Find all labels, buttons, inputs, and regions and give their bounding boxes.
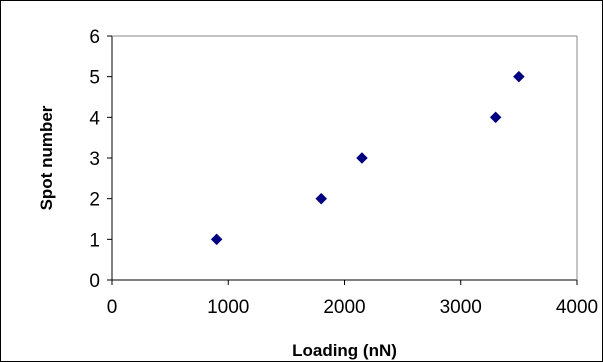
y-tick-label: 0: [89, 271, 100, 292]
x-axis-ticks: 0 1000 2000 3000 4000: [107, 280, 598, 318]
y-axis-ticks: 0 1 2 3 4 5 6: [89, 27, 112, 292]
y-tick-label: 1: [89, 230, 100, 251]
y-tick-label: 4: [89, 108, 100, 129]
data-point-marker: [210, 233, 223, 246]
x-tick-label: 1000: [207, 297, 249, 318]
y-tick-label: 3: [89, 149, 100, 170]
x-axis-title: Loading (nN): [292, 341, 397, 360]
x-tick-label: 4000: [556, 297, 598, 318]
y-tick-label: 2: [89, 190, 100, 211]
data-point-marker: [513, 70, 525, 83]
y-tick-label: 6: [89, 27, 100, 48]
x-tick-label: 2000: [323, 297, 365, 318]
plot-area: [111, 35, 578, 281]
y-axis-title: Spot number: [37, 105, 56, 210]
x-tick-label: 0: [107, 297, 118, 318]
data-point-marker: [315, 192, 328, 205]
data-point-marker: [356, 152, 368, 164]
data-point-marker: [489, 111, 502, 124]
x-tick-label: 3000: [440, 297, 482, 318]
y-tick-label: 5: [89, 68, 100, 89]
data-markers: [210, 70, 525, 246]
